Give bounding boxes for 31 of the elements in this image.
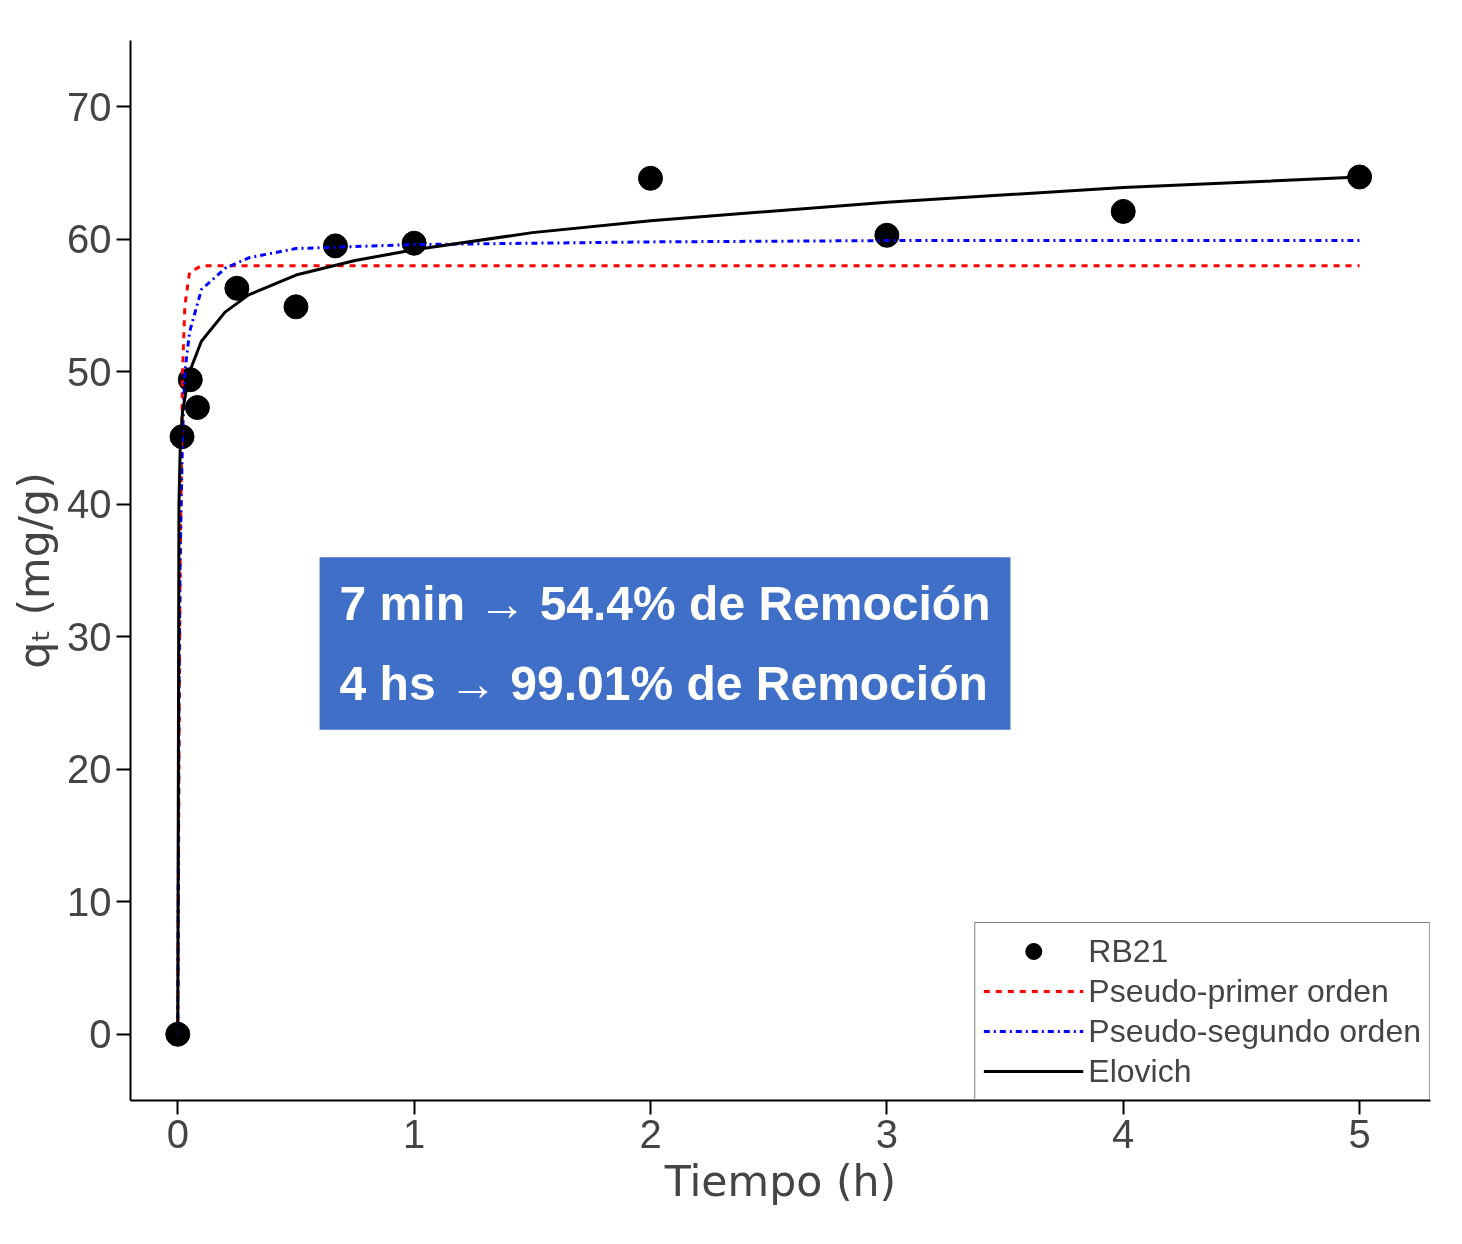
point xyxy=(184,395,210,420)
y-tick-label: 50 xyxy=(67,349,112,394)
y-axis-title: qₜ (mg/g) xyxy=(9,472,60,669)
y-tick-label: 60 xyxy=(67,217,112,262)
point xyxy=(322,233,348,259)
x-tick-label: 1 xyxy=(403,1111,426,1156)
point xyxy=(874,222,900,248)
x-tick-label: 4 xyxy=(1112,1111,1135,1156)
point xyxy=(1110,198,1136,224)
y-tick-label: 30 xyxy=(67,614,112,659)
legend-label: Pseudo-primer orden xyxy=(1088,972,1389,1010)
y-tick-label: 0 xyxy=(89,1012,112,1057)
y-tick-label: 40 xyxy=(67,482,112,527)
x-tick-label: 0 xyxy=(166,1111,189,1156)
x-tick-label: 5 xyxy=(1348,1111,1371,1156)
annotation: 4 hs → 99.01% de Remoción xyxy=(339,656,988,710)
y-tick-label: 70 xyxy=(67,84,112,129)
x-tick-label: 2 xyxy=(639,1111,662,1156)
y-tick-label: 20 xyxy=(67,747,112,792)
point xyxy=(1347,164,1373,190)
x-tick-label: 3 xyxy=(875,1111,898,1156)
y-tick-label: 10 xyxy=(67,879,112,924)
point xyxy=(165,1021,191,1047)
legend-label: Pseudo-segundo orden xyxy=(1088,1012,1421,1050)
legend-label: RB21 xyxy=(1088,932,1169,970)
x-axis-title: Tiempo (h) xyxy=(663,1155,897,1206)
point xyxy=(638,165,663,191)
point xyxy=(283,294,309,320)
point xyxy=(224,275,250,301)
legend-label: Elovich xyxy=(1088,1052,1192,1090)
annotation: 7 min → 54.4% de Remoción xyxy=(339,577,991,631)
